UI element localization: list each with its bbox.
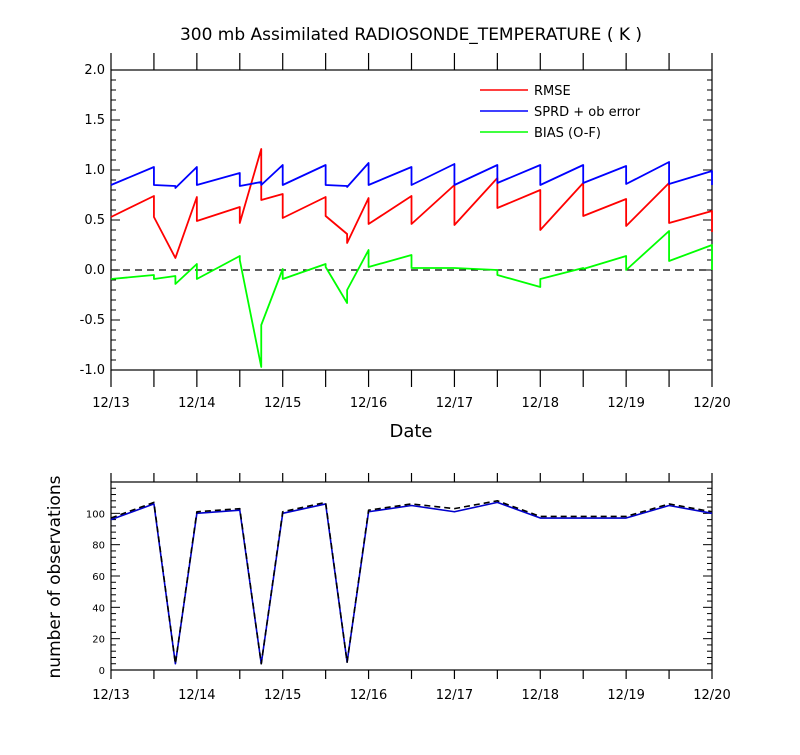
top-chart-xtick-label-5: 12/18 bbox=[522, 396, 559, 411]
top-chart-ytick-label-4: 1.0 bbox=[84, 163, 105, 178]
bottom-chart-xtick-label-5: 12/18 bbox=[522, 688, 559, 703]
bottom-chart-xtick-label-4: 12/17 bbox=[436, 688, 473, 703]
legend-label-bias: BIAS (O-F) bbox=[534, 126, 601, 141]
bottom-plot: 0 20 40 60 80 100 12/13 12/14 12/15 12/16 12/17 12/… bbox=[86, 473, 731, 703]
top-chart-ytick-label-2: 0.0 bbox=[84, 263, 105, 278]
top-chart-xtick-label-1: 12/14 bbox=[178, 396, 215, 411]
top-chart-xtick-label-4: 12/17 bbox=[436, 396, 473, 411]
bottom-chart-ytick-label-0: 0 bbox=[99, 666, 105, 677]
top-chart-series-sprd-ob-error bbox=[110, 161, 713, 189]
bottom-chart-ytick-label-5: 100 bbox=[86, 509, 105, 520]
bottom-chart-ytick-label-2: 40 bbox=[92, 603, 105, 614]
bottom-chart-xtick-label-7: 12/20 bbox=[693, 688, 730, 703]
bottom-chart-xtick-label-3: 12/16 bbox=[350, 688, 387, 703]
top-chart-xlabel: Date bbox=[389, 421, 432, 442]
top-chart-ytick-label-5: 1.5 bbox=[84, 113, 105, 128]
bottom-chart-xtick-label-0: 12/13 bbox=[92, 688, 129, 703]
bottom-chart-xtick-label-6: 12/19 bbox=[607, 688, 644, 703]
legend-label-sprd: SPRD + ob error bbox=[534, 105, 641, 120]
top-chart-ytick-label-1: -0.5 bbox=[80, 313, 105, 328]
top-chart-title: 300 mb Assimilated RADIOSONDE_TEMPERATUR… bbox=[180, 25, 642, 45]
legend-label-rmse: RMSE bbox=[534, 84, 571, 99]
top-chart-xtick-label-2: 12/15 bbox=[264, 396, 301, 411]
top-chart-xtick-label-7: 12/20 bbox=[693, 396, 730, 411]
top-chart-xtick-label-6: 12/19 bbox=[607, 396, 644, 411]
bottom-chart-ytick-label-4: 80 bbox=[92, 541, 105, 552]
bottom-chart-ytick-label-3: 60 bbox=[92, 572, 105, 583]
legend: RMSE SPRD + ob error BIAS (O-F) bbox=[480, 84, 641, 141]
bottom-chart-ytick-label-1: 20 bbox=[92, 635, 105, 646]
top-chart-xtick-label-0: 12/13 bbox=[92, 396, 129, 411]
bottom-chart-xtick-label-2: 12/15 bbox=[264, 688, 301, 703]
top-chart-ytick-label-3: 0.5 bbox=[84, 213, 105, 228]
top-plot: -1.0 -0.5 0.0 0.5 1.0 1.5 2.0 12/13 12/14 12/15 12… bbox=[80, 53, 731, 411]
top-chart-series-rmse bbox=[110, 148, 713, 259]
bottom-chart-xtick-label-1: 12/14 bbox=[178, 688, 215, 703]
top-chart-series-bias-o-f bbox=[110, 230, 713, 368]
top-chart-ytick-label-6: 2.0 bbox=[84, 63, 105, 78]
top-chart-xtick-label-3: 12/16 bbox=[350, 396, 387, 411]
top-chart-ytick-label-0: -1.0 bbox=[80, 363, 105, 378]
bottom-chart-ylabel: number of observations bbox=[45, 475, 65, 678]
